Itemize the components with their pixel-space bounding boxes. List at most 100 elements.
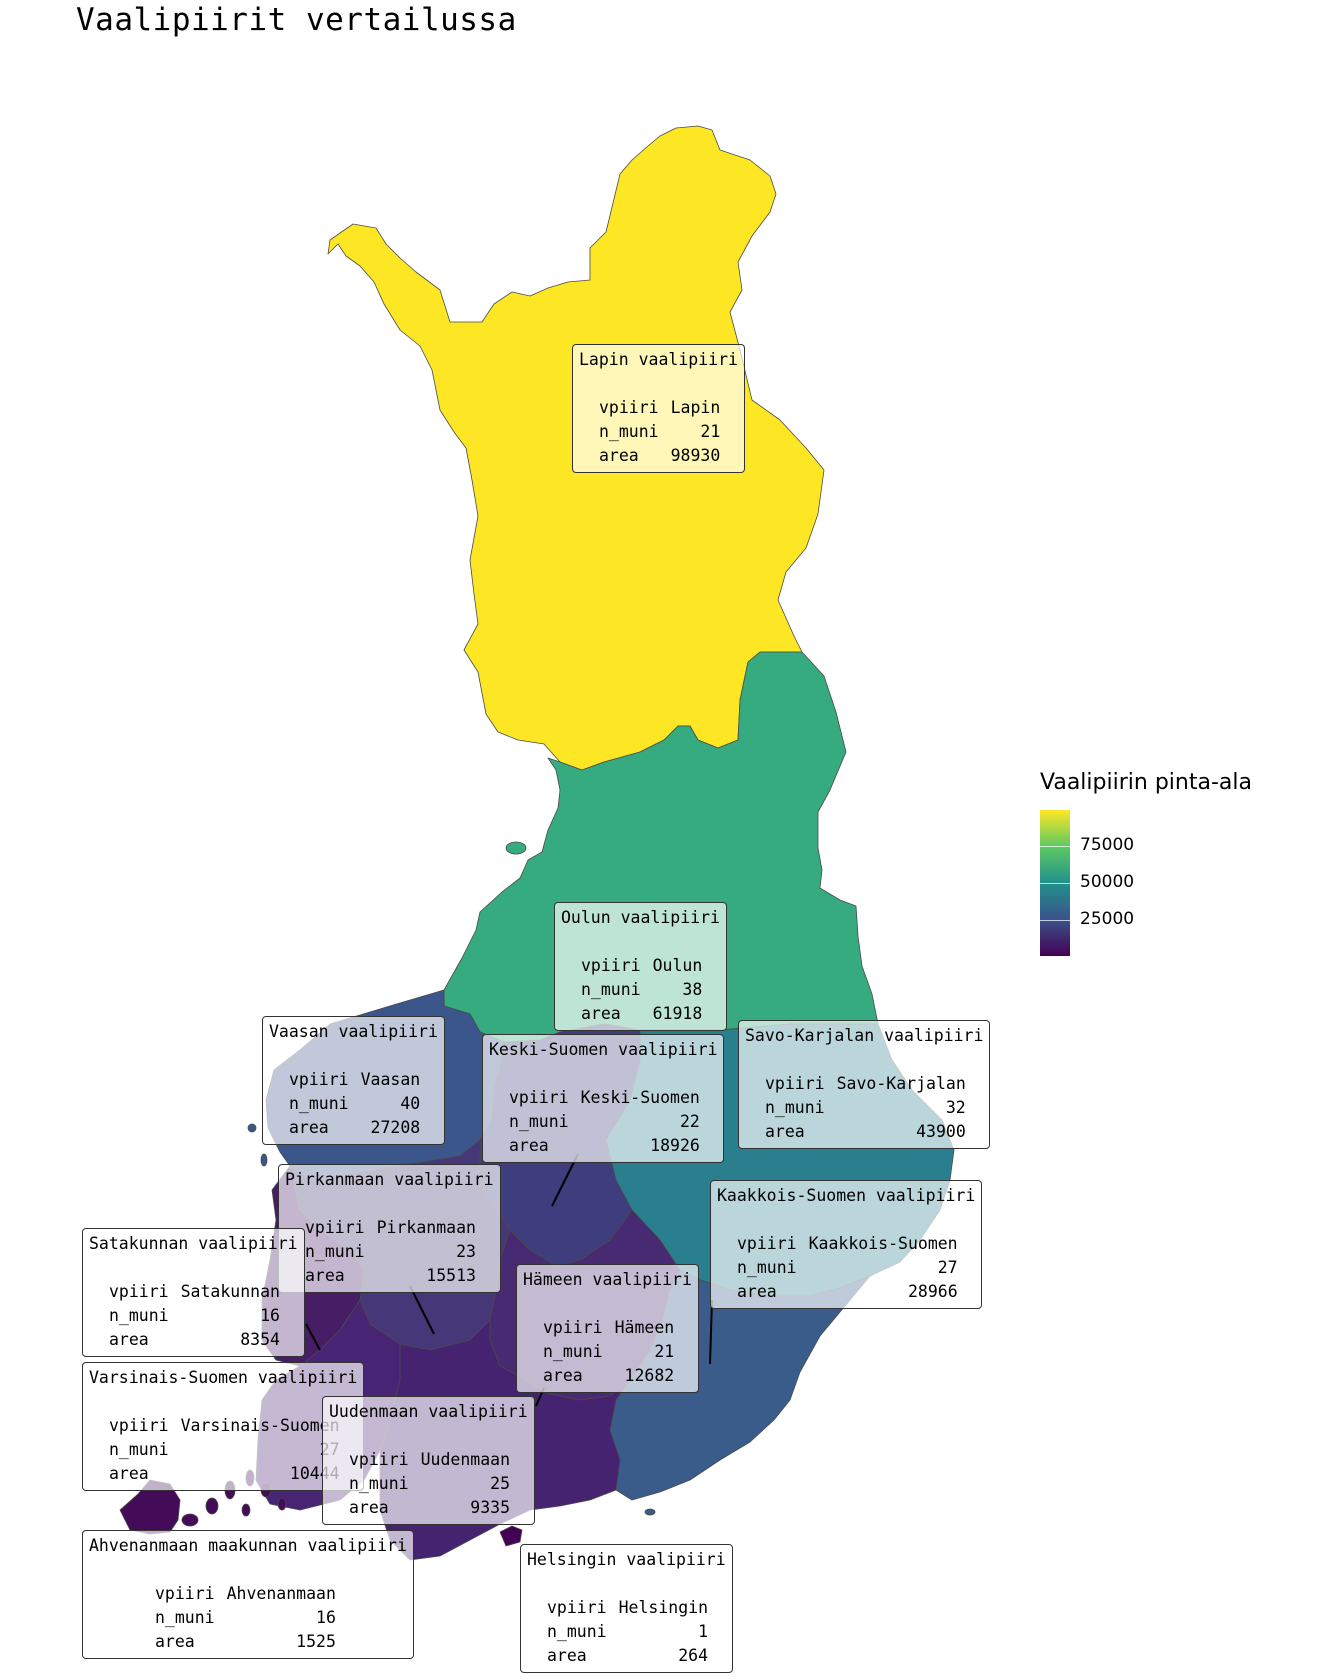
row-key: n_muni (543, 1342, 603, 1361)
row-value: Keski-Suomen (580, 1088, 700, 1107)
label-table: vpiiri Pirkanmaan n_muni 23 area 15513 (299, 1216, 482, 1288)
district-label-kaakkois-suomen: Kaakkois-Suomen vaalipiiri vpiiri Kaakkoi… (710, 1180, 983, 1309)
label-title: Hämeen vaalipiiri (523, 1270, 692, 1289)
row-key: n_muni (765, 1098, 825, 1117)
row-key: vpiiri (289, 1070, 349, 1089)
row-value: 27 (937, 1258, 958, 1277)
row-key: vpiiri (581, 956, 641, 975)
label-table: vpiiri Helsingin n_muni 1 area 264 (541, 1596, 714, 1668)
row-value: 9335 (470, 1498, 511, 1517)
legend-tick-mark (1040, 920, 1070, 921)
row-value: 21 (654, 1342, 675, 1361)
row-value: 38 (682, 980, 703, 999)
district-label-vaasan: Vaasan vaalipiiri vpiiri Vaasan n_muni 40 … (262, 1016, 445, 1145)
row-value: 25 (490, 1474, 511, 1493)
row-value: Ahvenanmaan (226, 1584, 336, 1603)
label-title: Pirkanmaan vaalipiiri (285, 1170, 494, 1189)
row-key: area (509, 1136, 549, 1155)
label-title: Ahvenanmaan maakunnan vaalipiiri (89, 1536, 407, 1555)
district-label-satakunnan: Satakunnan vaalipiiri vpiiri Satakunnan n… (82, 1228, 305, 1357)
row-key: n_muni (547, 1622, 607, 1641)
row-value: 22 (679, 1112, 700, 1131)
row-key: area (109, 1330, 149, 1349)
row-key: n_muni (349, 1474, 409, 1493)
row-value: 32 (945, 1098, 966, 1117)
row-value: 1525 (296, 1632, 336, 1651)
leader-line (409, 1285, 435, 1335)
label-title: Vaasan vaalipiiri (269, 1022, 438, 1041)
leader-lines (305, 1153, 713, 1407)
row-value: Uudenmaan (420, 1450, 511, 1469)
label-title: Lapin vaalipiiri (579, 350, 738, 369)
leader-line (305, 1323, 321, 1351)
label-table: vpiiri Vaasan n_muni 40 area 27208 (283, 1068, 426, 1140)
row-value: 61918 (652, 1004, 703, 1023)
legend-tick-label: 25000 (1080, 909, 1135, 929)
row-key: vpiiri (155, 1584, 215, 1603)
region-oulun[interactable] (443, 651, 879, 1043)
label-title: Oulun vaalipiiri (561, 908, 720, 927)
row-value: Satakunnan (180, 1282, 280, 1301)
district-label-uudenmaan: Uudenmaan vaalipiiri vpiiri Uudenmaan n_m… (322, 1396, 535, 1525)
row-key: area (599, 446, 639, 465)
row-value: 16 (260, 1306, 280, 1325)
row-key: area (547, 1646, 587, 1665)
row-value: Lapin (670, 398, 721, 417)
label-table: vpiiri Savo-Karjalan n_muni 32 area 43900 (759, 1072, 972, 1144)
row-key: area (581, 1004, 621, 1023)
label-table: vpiiri Oulun n_muni 38 area 61918 (575, 954, 708, 1026)
row-key: area (543, 1366, 583, 1385)
row-key: area (155, 1632, 195, 1651)
row-value: 8354 (240, 1330, 280, 1349)
row-value: 15513 (426, 1266, 476, 1285)
label-table: vpiiri Keski-Suomen n_muni 22 area 18926 (503, 1086, 706, 1158)
row-value: 16 (316, 1608, 336, 1627)
row-key: n_muni (155, 1608, 215, 1627)
legend-title: Vaalipiirin pinta-ala (1040, 770, 1252, 795)
row-value: Hämeen (614, 1318, 675, 1337)
legend-tick-label: 75000 (1080, 835, 1135, 855)
row-value: 98930 (670, 446, 721, 465)
row-key: n_muni (581, 980, 641, 999)
row-key: vpiiri (349, 1450, 409, 1469)
district-label-lapin: Lapin vaalipiiri vpiiri Lapin n_muni 21 ar… (572, 344, 745, 473)
color-legend: Vaalipiirin pinta-ala 75000 50000 25000 (1040, 770, 1252, 956)
leader-line (709, 1299, 713, 1365)
row-key: vpiiri (765, 1074, 825, 1093)
district-label-oulun: Oulun vaalipiiri vpiiri Oulun n_muni 38 ar… (554, 902, 727, 1031)
district-label-savo-karjalan: Savo-Karjalan vaalipiiri vpiiri Savo-Karj… (738, 1020, 991, 1149)
row-key: area (305, 1266, 345, 1285)
row-value: 18926 (650, 1136, 700, 1155)
row-value: 27 (175, 1438, 346, 1462)
row-key: vpiiri (543, 1318, 603, 1337)
label-title: Varsinais-Suomen vaalipiiri (89, 1368, 358, 1387)
legend-tick-mark (1040, 883, 1070, 884)
row-value: 1 (698, 1622, 709, 1641)
label-title: Savo-Karjalan vaalipiiri (745, 1026, 984, 1045)
label-table: vpiiri Varsinais-Suomen n_muni 27 area 1044… (103, 1414, 346, 1486)
label-table: vpiiri Satakunnan n_muni 16 area 8354 (103, 1280, 286, 1352)
row-value: 23 (456, 1242, 476, 1261)
label-title: Keski-Suomen vaalipiiri (489, 1040, 718, 1059)
region-helsingin[interactable] (499, 1525, 523, 1547)
row-key: vpiiri (109, 1416, 169, 1435)
label-table: vpiiri Kaakkois-Suomen n_muni 27 area 28966 (731, 1232, 964, 1304)
row-key: n_muni (599, 422, 659, 441)
legend-tick-label: 50000 (1080, 872, 1135, 892)
district-label-varsinais-suomen: Varsinais-Suomen vaalipiiri vpiiri Varsin… (82, 1362, 365, 1491)
row-value: 12682 (624, 1366, 675, 1385)
row-value: Pirkanmaan (376, 1218, 476, 1237)
map-title: Vaalipiirit vertailussa (76, 2, 517, 38)
row-key: vpiiri (305, 1218, 365, 1237)
row-value: Varsinais-Suomen (180, 1416, 340, 1435)
legend-tick-mark (1040, 846, 1070, 847)
row-key: n_muni (109, 1306, 169, 1325)
row-key: vpiiri (509, 1088, 569, 1107)
row-key: vpiiri (599, 398, 659, 417)
row-key: vpiiri (547, 1598, 607, 1617)
legend-colorbar: 75000 50000 25000 (1040, 810, 1134, 956)
row-key: area (289, 1118, 329, 1137)
row-key: area (349, 1498, 389, 1517)
row-key: area (765, 1122, 805, 1141)
row-value: Vaasan (360, 1070, 421, 1089)
